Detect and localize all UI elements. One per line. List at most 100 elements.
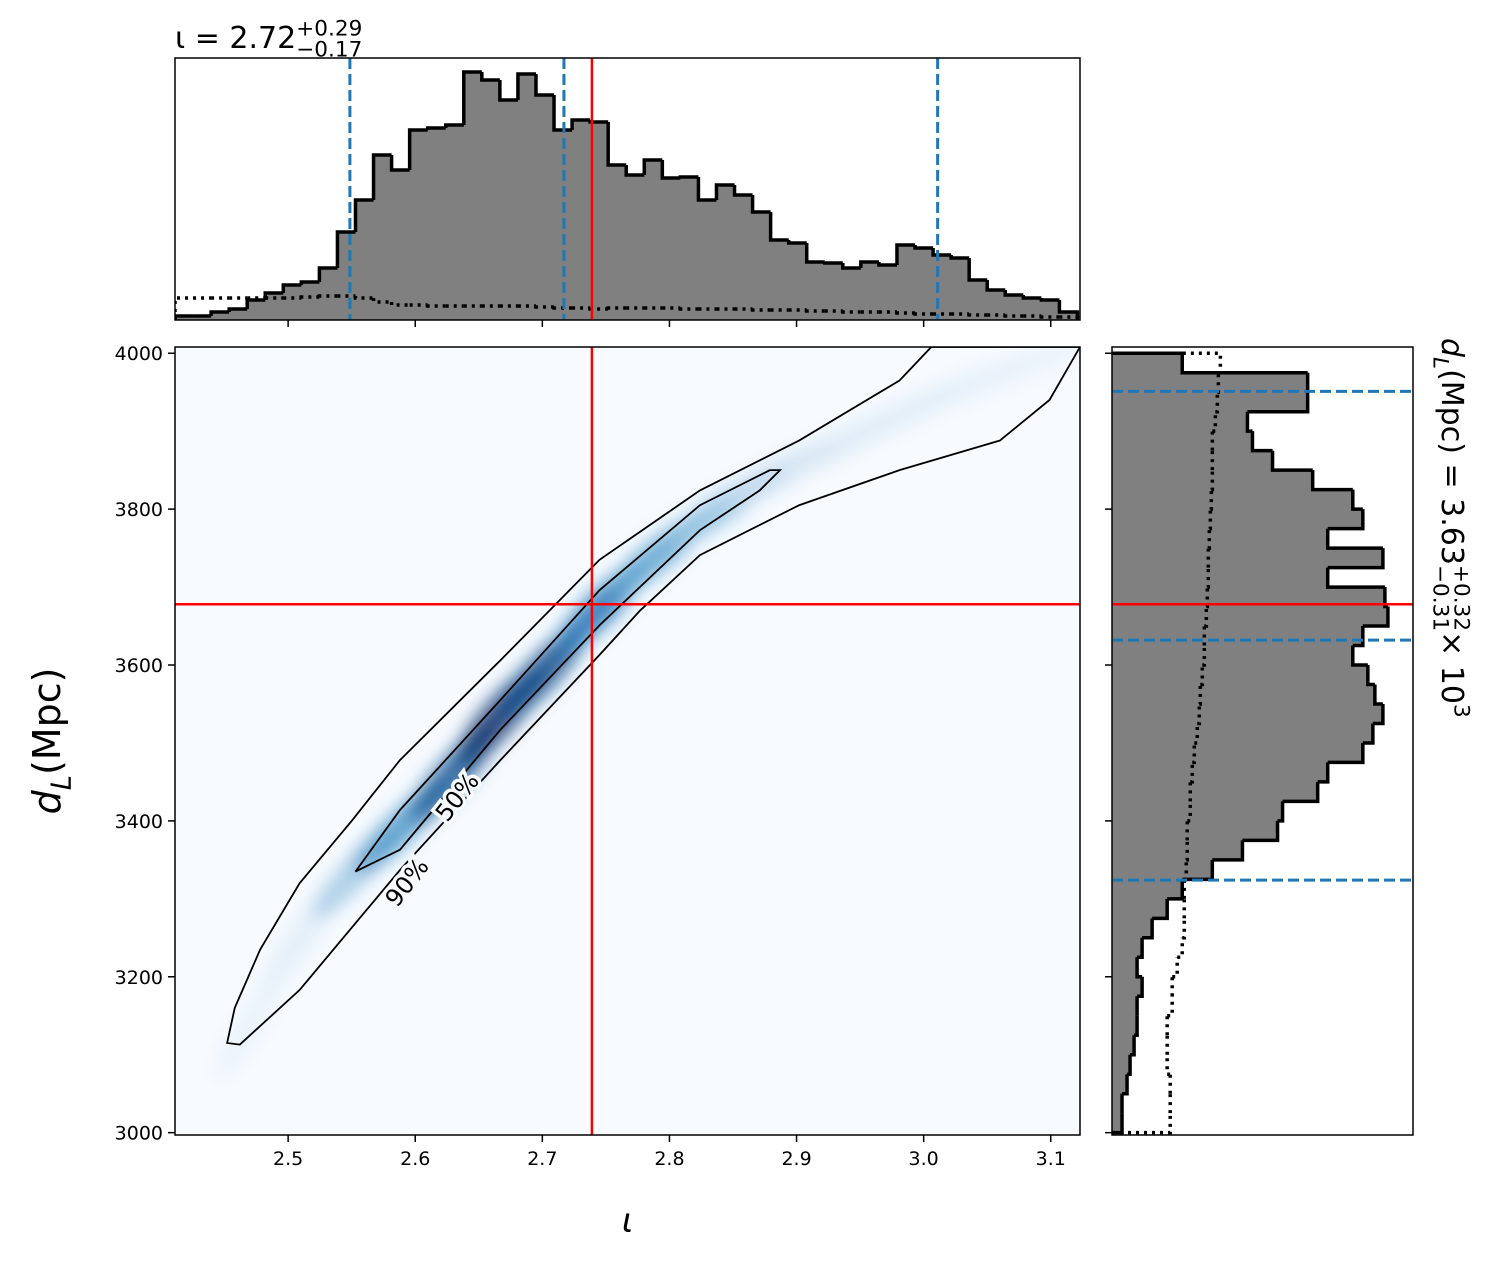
- y-tick-label: 3400: [115, 811, 163, 833]
- bar: [1112, 957, 1138, 978]
- x-tick-label: 3.0: [909, 1148, 939, 1170]
- prior-step: [317, 294, 338, 298]
- bar: [409, 129, 428, 320]
- prior-step: [1204, 606, 1209, 628]
- hist-step: [985, 280, 1006, 292]
- axes-frame: [1111, 346, 1414, 1136]
- hist-step: [281, 283, 302, 293]
- bar: [1112, 840, 1243, 861]
- y-tick-label: 4000: [115, 343, 163, 365]
- hist-step: [823, 261, 843, 265]
- density-background: [175, 347, 1080, 1135]
- hist-step: [1317, 762, 1330, 784]
- bar: [1112, 664, 1369, 685]
- bar: [1112, 352, 1183, 373]
- bar: [1112, 703, 1384, 724]
- hist-step: [407, 128, 428, 170]
- bar: [770, 239, 789, 320]
- hist-step: [227, 307, 248, 312]
- hist-step: [1212, 840, 1245, 862]
- bar: [499, 99, 519, 320]
- hist-step: [1122, 1074, 1129, 1096]
- prior-step: [678, 307, 699, 311]
- hist-step: [1112, 1113, 1124, 1135]
- hist-step: [263, 291, 284, 300]
- hist-step: [750, 195, 771, 214]
- prior-step: [1167, 996, 1174, 1018]
- hist-step: [1250, 431, 1273, 453]
- hist-step: [1270, 450, 1313, 472]
- hist-step: [949, 255, 970, 260]
- hist-step: [371, 153, 392, 200]
- hist-step: [678, 175, 699, 179]
- bar: [1112, 489, 1354, 510]
- hist-step: [480, 72, 500, 82]
- hist-step: [1039, 298, 1060, 302]
- hist-step: [1325, 567, 1385, 589]
- hist-step: [1167, 879, 1184, 901]
- x-tick-label: 2.7: [527, 1148, 557, 1170]
- hist-step: [1325, 528, 1383, 550]
- y-axis-label-run: dL (Mpc): [25, 668, 78, 815]
- bar: [1112, 430, 1253, 451]
- bar: [1112, 391, 1308, 412]
- hist-step: [1327, 509, 1365, 531]
- hist-step: [570, 118, 591, 130]
- hist-step: [389, 155, 410, 172]
- bar: [355, 199, 374, 320]
- prior-step: [913, 312, 934, 316]
- hist-step: [1310, 470, 1353, 492]
- bar: [1112, 898, 1168, 919]
- hist-step: [1373, 684, 1383, 706]
- bar: [698, 199, 717, 320]
- contour: [226, 347, 1080, 1046]
- prior-step: [1192, 742, 1197, 765]
- bar: [1112, 762, 1328, 783]
- bar: [1112, 937, 1143, 958]
- label-part: ι = 2.72: [175, 21, 296, 56]
- hist-step: [443, 123, 464, 128]
- bar: [373, 154, 392, 320]
- prior-step: [1197, 703, 1202, 726]
- bar: [391, 169, 410, 320]
- hist-step: [1242, 820, 1280, 843]
- hist-step: [353, 198, 374, 232]
- prior-step: [1190, 762, 1195, 784]
- x-tick-label: 2.5: [273, 1148, 303, 1170]
- bar: [896, 244, 916, 320]
- bar: [1112, 918, 1153, 939]
- hist-step: [804, 243, 825, 264]
- y-tick-label: 3000: [115, 1123, 163, 1145]
- hist-step: [425, 126, 446, 130]
- hist-step: [696, 177, 717, 202]
- prior-step: [1202, 645, 1207, 667]
- hist-step: [895, 243, 916, 265]
- bar: [1112, 450, 1273, 471]
- hist-step: [1137, 976, 1144, 999]
- bar: [1112, 528, 1328, 549]
- prior-step: [1112, 1113, 1172, 1135]
- hist-step: [498, 80, 518, 102]
- bar: [914, 247, 934, 320]
- hist-step: [1383, 587, 1388, 609]
- hist-step: [552, 95, 573, 132]
- hist-step: [335, 230, 356, 268]
- bar: [1112, 372, 1308, 393]
- x-tick-label: 2.8: [654, 1148, 684, 1170]
- hist-step: [841, 263, 861, 270]
- hist-step: [209, 310, 230, 316]
- bar: [1112, 996, 1138, 1016]
- bar: [445, 124, 465, 320]
- hist-step: [1277, 801, 1285, 823]
- prior-step: [1172, 957, 1179, 979]
- hist-step: [245, 298, 266, 309]
- hist-step: [1351, 645, 1368, 667]
- hist-step: [660, 160, 681, 180]
- x-axis-label: ι: [622, 1201, 634, 1241]
- bar: [427, 127, 446, 320]
- bar: [1112, 801, 1283, 822]
- prior-step: [534, 305, 555, 309]
- prior-step: [841, 310, 861, 314]
- hist-step: [1327, 742, 1365, 765]
